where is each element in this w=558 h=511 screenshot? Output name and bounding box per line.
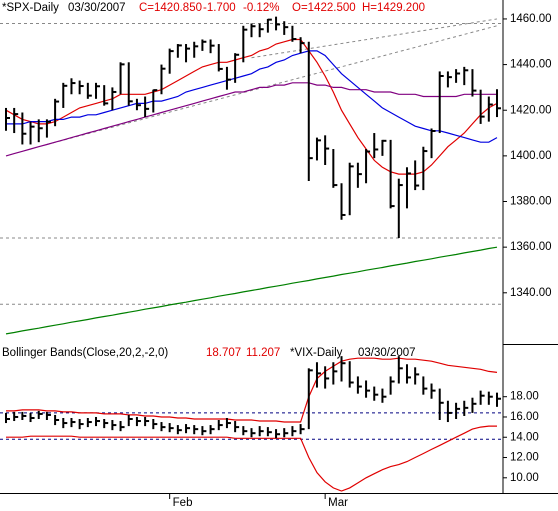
header-text: 03/30/2007 bbox=[358, 347, 416, 359]
header-text: 18.707 bbox=[206, 347, 241, 359]
x-tick-label: Feb bbox=[173, 497, 193, 509]
y-tick-label: 1380.00 bbox=[510, 196, 552, 208]
y-tick-label: 16.00 bbox=[510, 411, 539, 423]
x-tick-label: Mar bbox=[328, 497, 348, 509]
header-text: -1.700 bbox=[203, 2, 236, 14]
y-tick-label: 10.00 bbox=[510, 472, 539, 484]
header-text: H=1429.200 bbox=[362, 2, 425, 14]
y-tick-label: 18.00 bbox=[510, 391, 539, 403]
header-text: 03/30/2007 bbox=[68, 2, 126, 14]
header-text: -0.12% bbox=[243, 2, 279, 14]
header-text: *SPX-Daily bbox=[2, 2, 59, 14]
indicator-line bbox=[5, 82, 497, 157]
header-text: *VIX-Daily bbox=[290, 347, 343, 359]
header-text: O=1422.500 bbox=[292, 2, 356, 14]
indicator-line bbox=[6, 357, 498, 423]
y-tick-label: 1440.00 bbox=[510, 59, 552, 71]
indicator-line bbox=[6, 425, 497, 492]
y-tick-label: 1360.00 bbox=[510, 241, 552, 253]
header-text: C=1420.850 bbox=[139, 2, 202, 14]
y-tick-label: 1400.00 bbox=[510, 150, 552, 162]
indicator-line bbox=[5, 246, 498, 335]
header-text: Bollinger Bands(Close,20,2,-2,0) bbox=[2, 347, 168, 359]
y-tick-label: 1340.00 bbox=[510, 287, 552, 299]
y-tick-label: 12.00 bbox=[510, 452, 539, 464]
indicator-line bbox=[6, 50, 498, 143]
y-tick-label: 1460.00 bbox=[510, 13, 552, 25]
y-tick-label: 14.00 bbox=[510, 431, 539, 443]
y-tick-label: 1420.00 bbox=[510, 104, 552, 116]
header-text: 11.207 bbox=[246, 347, 280, 359]
